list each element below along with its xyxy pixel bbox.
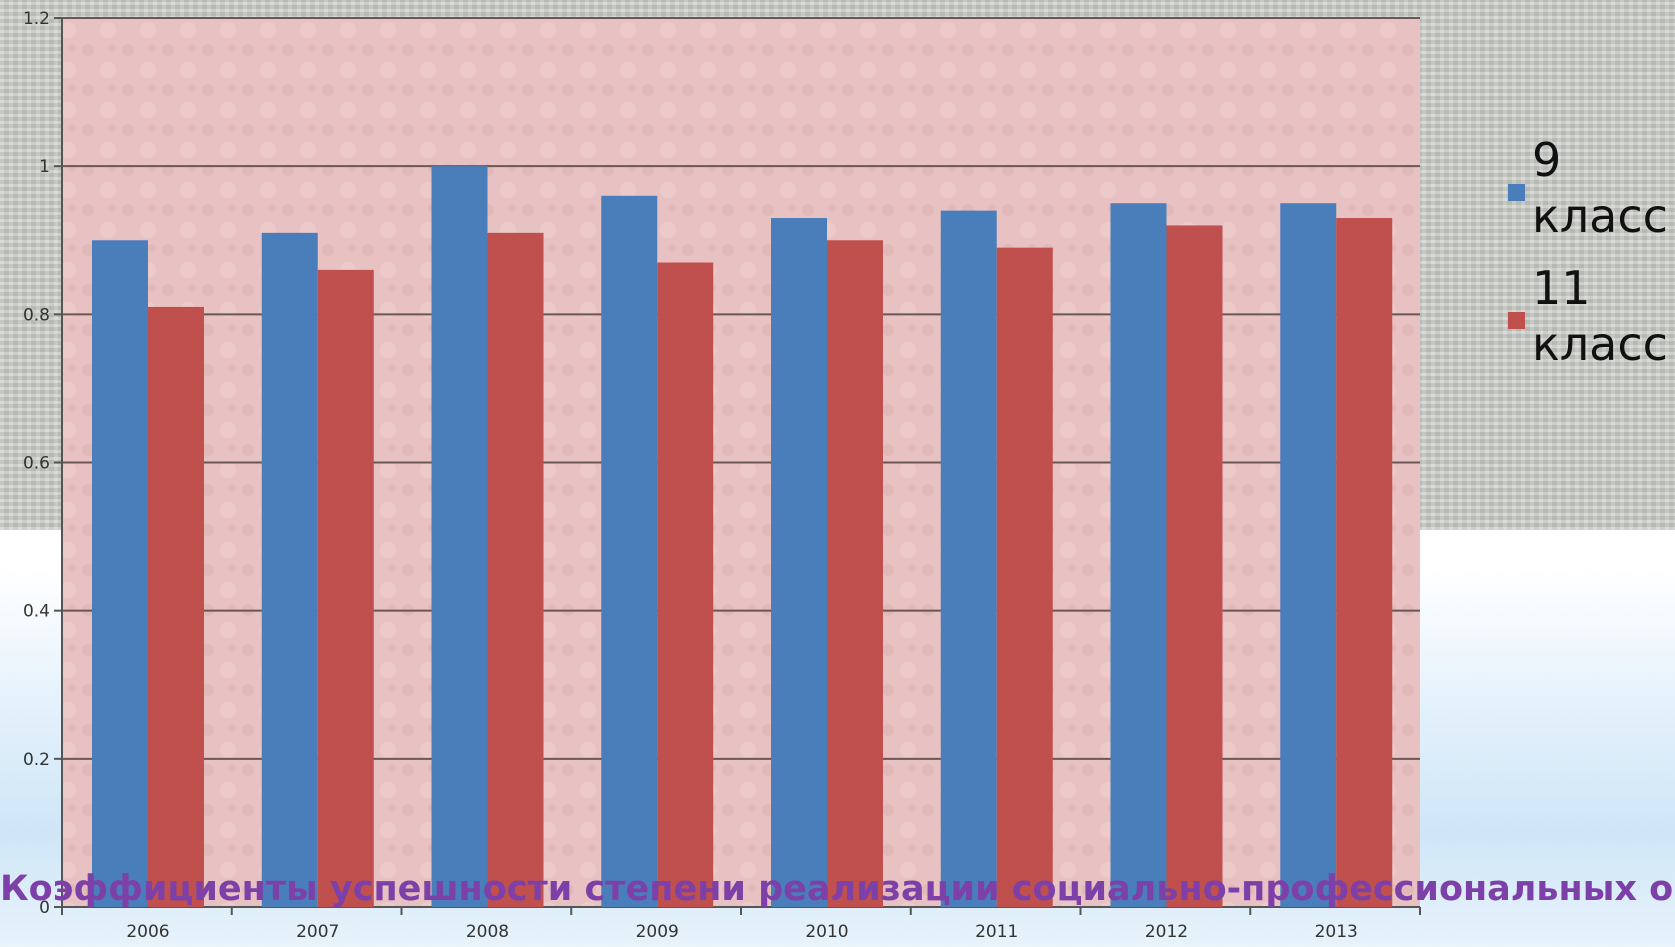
bar-9-class-2008 [431,166,488,907]
bar-11-class-2006 [148,306,204,907]
y-tick-label: 0.2 [23,750,50,770]
x-tick-label: 2008 [466,922,509,942]
x-tick-label: 2011 [975,922,1018,942]
x-tick-label: 2012 [1145,922,1188,942]
bar-11-class-2011 [996,247,1053,908]
chart-caption: Коэффициенты успешности степени реализац… [0,869,1675,909]
legend-swatch-9-class [1508,184,1525,201]
x-tick-label: 2010 [805,922,848,942]
bar-9-class-2010 [771,218,827,907]
y-tick-label: 1.2 [23,9,50,29]
legend-item-11-class: 11 класс [1500,260,1675,388]
x-tick-label: 2006 [126,922,169,942]
x-tick-label: 2007 [296,922,339,942]
bar-11-class-2013 [1336,218,1393,907]
chart-legend: 9 класс 11 класс [1500,132,1675,388]
y-tick-label: 0.4 [23,602,50,622]
bar-9-class-2006 [92,240,148,907]
bar-9-class-2007 [261,232,318,907]
bar-11-class-2008 [487,232,544,907]
x-tick-label: 2009 [636,922,679,942]
bar-11-class-2007 [317,269,374,908]
x-tick-label: 2013 [1315,922,1358,942]
bar-9-class-2013 [1280,203,1337,908]
bar-11-class-2010 [827,240,883,907]
y-tick-label: 0.6 [23,454,50,474]
legend-swatch-11-class [1508,312,1525,329]
bar-9-class-2011 [940,210,997,907]
bar-11-class-2009 [657,262,714,908]
bar-9-class-2009 [601,195,658,908]
bar-9-class-2012 [1110,203,1167,908]
legend-item-9-class: 9 класс [1500,132,1675,260]
legend-label-9-class: 9 класс [1532,133,1668,243]
y-tick-label: 1 [39,157,50,177]
bar-11-class-2012 [1166,225,1223,907]
legend-label-11-class: 11 класс [1532,261,1668,371]
y-tick-label: 0.8 [23,305,50,325]
y-tick-label: 0 [39,898,50,918]
